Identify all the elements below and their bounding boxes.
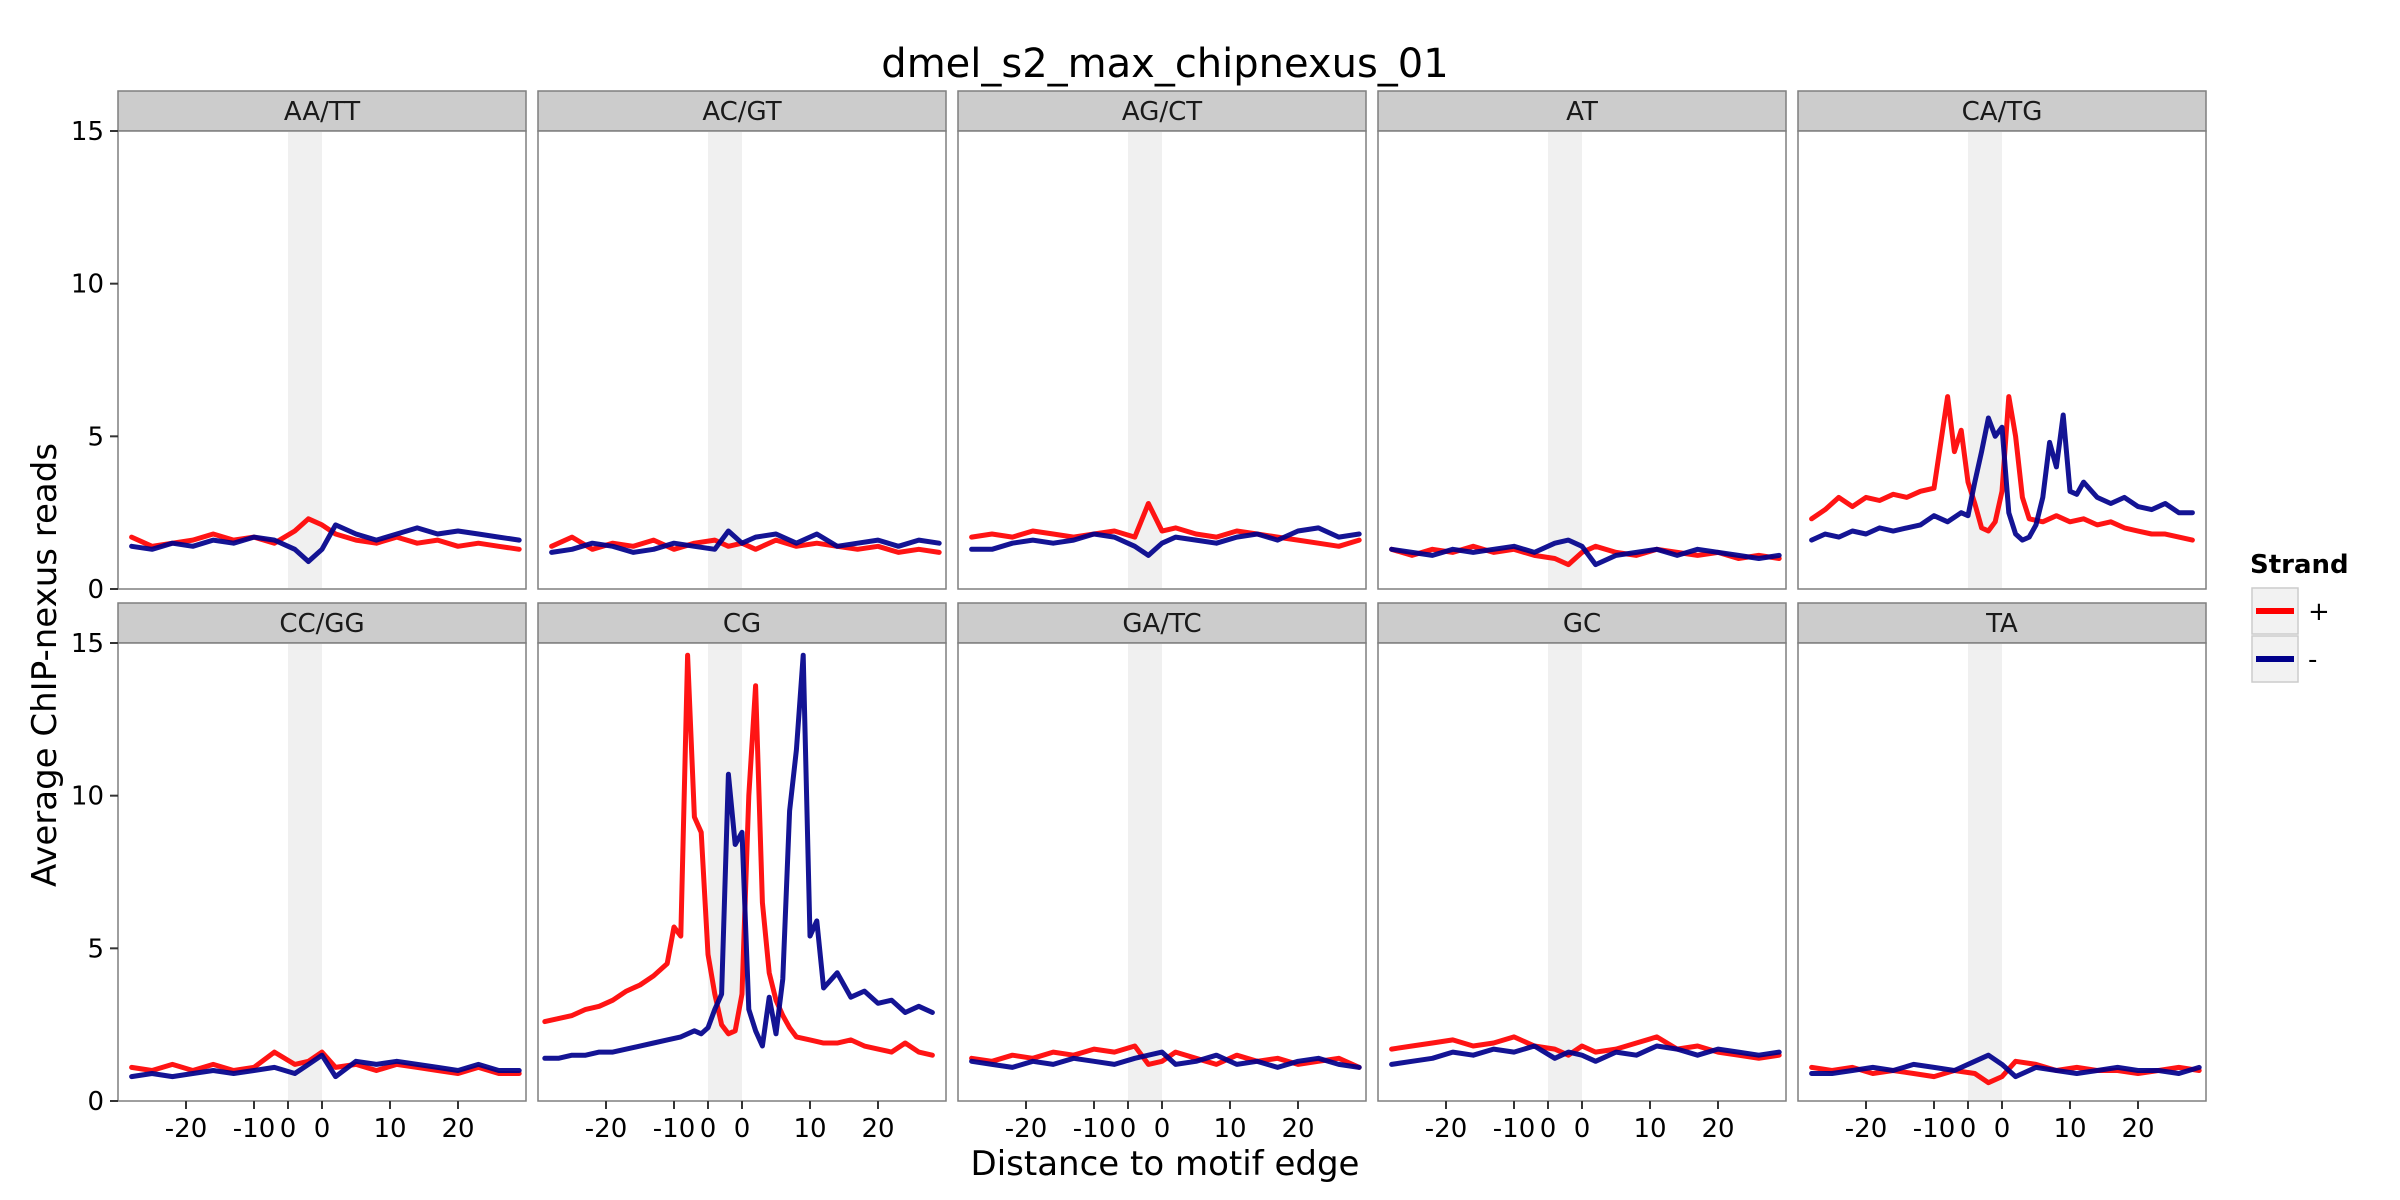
y-tick-label: 5 — [87, 422, 104, 452]
facet-strip-label: TA — [1985, 609, 2018, 639]
chart-title: dmel_s2_max_chipnexus_01 — [881, 41, 1448, 87]
x-tick-label: 10 — [1213, 1114, 1246, 1144]
x-tick-label: -20 — [1425, 1114, 1467, 1144]
facet-panels: AA/TT 0 5 10 15 AC/GT AG/CT AT CA/TG CC/GG 0 5 10 15 -… — [71, 90, 2207, 1144]
x-tick-label: 10 — [373, 1114, 406, 1144]
series-line-minus — [129, 522, 522, 564]
legend-label: + — [2308, 597, 2330, 627]
series-line-plus — [129, 516, 522, 552]
y-axis-title: Average ChIP-nexus reads — [25, 443, 65, 887]
x-tick-label: 20 — [1281, 1114, 1314, 1144]
facet-strip — [1797, 602, 2207, 644]
x-tick-label: 20 — [1701, 1114, 1734, 1144]
x-tick-label: 20 — [2121, 1114, 2154, 1144]
x-tick-label: 10 — [793, 1114, 826, 1144]
x-tick-label: -10 — [1073, 1114, 1115, 1144]
y-tick-label: 0 — [87, 575, 104, 605]
x-tick-label: -10 — [233, 1114, 275, 1144]
motif-band — [1548, 644, 1582, 1100]
motif-band — [708, 132, 742, 588]
series-line-plus — [1809, 394, 2195, 543]
facet-strip-label: CC/GG — [279, 609, 364, 639]
series-line-minus — [1389, 1043, 1782, 1067]
facet-panel: AG/CT — [957, 90, 1367, 590]
facet-strip — [1377, 602, 1787, 644]
series-line-plus — [969, 501, 1362, 549]
x-tick-label: 10 — [1633, 1114, 1666, 1144]
series-line-minus — [969, 525, 1362, 558]
series-line-minus — [969, 1049, 1362, 1070]
facet-strip-label: GC — [1563, 609, 1601, 639]
x-tick-label: 20 — [861, 1114, 894, 1144]
facet-strip — [1377, 90, 1787, 132]
facet-strip-label: AC/GT — [702, 97, 781, 127]
x-tick-label: -20 — [1845, 1114, 1887, 1144]
facet-strip — [537, 602, 947, 644]
motif-band — [1968, 644, 2002, 1100]
facet-strip-label: AT — [1566, 97, 1598, 127]
legend-label: - — [2308, 645, 2317, 675]
legend: Strand + - — [2250, 550, 2349, 683]
facet-strip — [117, 602, 527, 644]
x-tick-label: 0 — [1574, 1114, 1591, 1144]
x-tick-label: 0 — [1960, 1114, 1977, 1144]
y-tick-label: 15 — [71, 629, 104, 659]
x-tick-label: 0 — [1994, 1114, 2011, 1144]
x-tick-label: -20 — [585, 1114, 627, 1144]
facet-strip — [117, 90, 527, 132]
motif-band — [288, 132, 322, 588]
facet-strip — [957, 90, 1367, 132]
series-line-plus — [542, 652, 935, 1058]
x-tick-label: -10 — [653, 1114, 695, 1144]
x-tick-label: 20 — [441, 1114, 474, 1144]
motif-band — [1548, 132, 1582, 588]
x-tick-label: -20 — [1005, 1114, 1047, 1144]
x-tick-label: 0 — [1540, 1114, 1557, 1144]
x-tick-label: 0 — [1120, 1114, 1137, 1144]
facet-strip-label: AG/CT — [1122, 97, 1202, 127]
motif-band — [1128, 644, 1162, 1100]
x-axis-title: Distance to motif edge — [971, 1144, 1360, 1184]
x-tick-label: 0 — [734, 1114, 751, 1144]
series-line-minus — [549, 528, 942, 555]
facet-panel: GA/TC-20 -10 0 0 10 20 — [957, 602, 1367, 1144]
series-line-minus — [1389, 537, 1782, 568]
facet-panel: AC/GT — [537, 90, 947, 590]
x-tick-label: 0 — [700, 1114, 717, 1144]
motif-band — [288, 644, 322, 1100]
facet-strip-label: AA/TT — [284, 97, 360, 127]
x-tick-label: -10 — [1913, 1114, 1955, 1144]
facet-panel: CA/TG — [1797, 90, 2207, 590]
facet-strip-label: CA/TG — [1962, 97, 2043, 127]
facet-strip-label: GA/TC — [1122, 609, 1201, 639]
facet-panel: TA-20 -10 0 0 10 20 — [1797, 602, 2207, 1144]
y-tick-label: 10 — [71, 782, 104, 812]
x-tick-label: -10 — [1493, 1114, 1535, 1144]
series-line-minus — [1809, 412, 2195, 543]
legend-title: Strand — [2250, 550, 2349, 580]
x-tick-label: 10 — [2053, 1114, 2086, 1144]
facet-panel: AT — [1377, 90, 1787, 590]
x-tick-label: 0 — [280, 1114, 297, 1144]
x-tick-label: 0 — [314, 1114, 331, 1144]
x-tick-label: 0 — [1154, 1114, 1171, 1144]
facet-strip-label: CG — [723, 609, 761, 639]
x-tick-label: -20 — [165, 1114, 207, 1144]
y-tick-label: 15 — [71, 117, 104, 147]
facet-panel: CG-20 -10 0 0 10 20 — [537, 602, 947, 1144]
series-line-minus — [129, 1052, 522, 1080]
facet-strip — [1797, 90, 2207, 132]
y-tick-label: 10 — [71, 270, 104, 300]
series-line-plus — [1809, 1058, 2202, 1086]
series-line-plus — [129, 1049, 522, 1076]
series-line-minus — [542, 652, 935, 1061]
series-line-minus — [1809, 1052, 2202, 1080]
facet-panel: GC-20 -10 0 0 10 20 — [1377, 602, 1787, 1144]
y-tick-label: 0 — [87, 1087, 104, 1117]
y-tick-label: 5 — [87, 934, 104, 964]
facet-panel: AA/TT 0 5 10 15 — [71, 90, 527, 605]
